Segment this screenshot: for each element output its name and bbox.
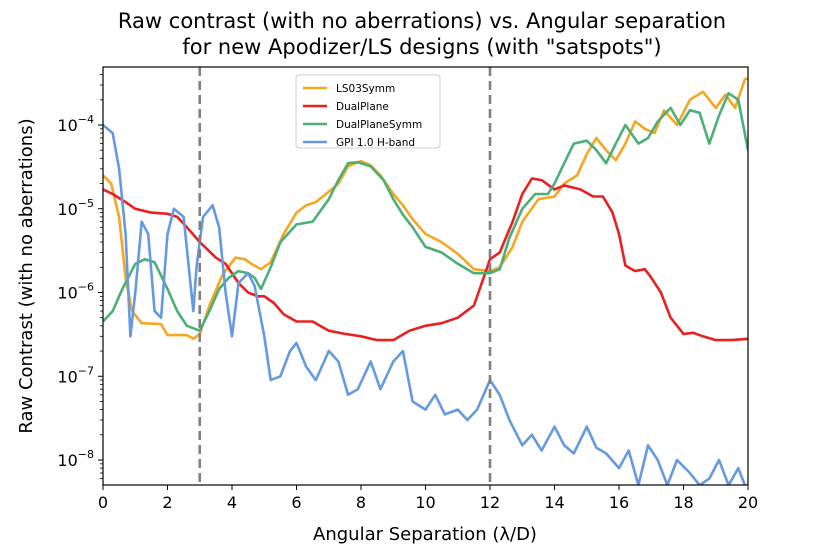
- x-tick-label: 4: [227, 493, 237, 512]
- legend-label-0: LS03Symm: [336, 83, 395, 95]
- chart-title: Raw contrast (with no aberrations) vs. A…: [118, 9, 726, 33]
- series-line-2: [103, 91, 748, 332]
- legend: LS03Symm DualPlane DualPlaneSymm GPI 1.0 H-…: [295, 74, 441, 149]
- series-line-3: [103, 124, 747, 485]
- y-tick-label: 10−8: [57, 448, 94, 470]
- y-tick-label: 10−4: [57, 113, 94, 135]
- y-axis-label: Raw Contrast (with no aberrations): [16, 118, 37, 433]
- x-tick-label: 16: [609, 493, 629, 512]
- x-tick-label: 20: [738, 493, 758, 512]
- x-tick-label: 8: [356, 493, 366, 512]
- series-line-1: [103, 177, 748, 342]
- x-tick-label: 14: [544, 493, 564, 512]
- y-axis: 10−8 10−7 10−6 10−5 10−4: [57, 74, 103, 479]
- x-tick-label: 6: [291, 493, 301, 512]
- x-tick-label: 0: [98, 493, 108, 512]
- x-tick-label: 10: [415, 493, 435, 512]
- legend-box: [295, 74, 441, 149]
- x-axis: 0 2 4 6 8 10 12 14 16 18 20: [98, 485, 758, 512]
- y-tick-label: 10−7: [57, 364, 94, 386]
- chart-subtitle: for new Apodizer/LS designs (with "satsp…: [182, 35, 661, 59]
- legend-label-1: DualPlane: [336, 101, 389, 113]
- legend-label-3: GPI 1.0 H-band: [336, 137, 415, 149]
- y-tick-label: 10−6: [57, 281, 94, 303]
- x-tick-label: 2: [162, 493, 172, 512]
- y-tick-label: 10−5: [57, 197, 94, 219]
- x-axis-label: Angular Separation (λ/D): [313, 524, 537, 545]
- x-tick-label: 12: [480, 493, 500, 512]
- x-tick-label: 18: [673, 493, 693, 512]
- legend-label-2: DualPlaneSymm: [336, 119, 422, 131]
